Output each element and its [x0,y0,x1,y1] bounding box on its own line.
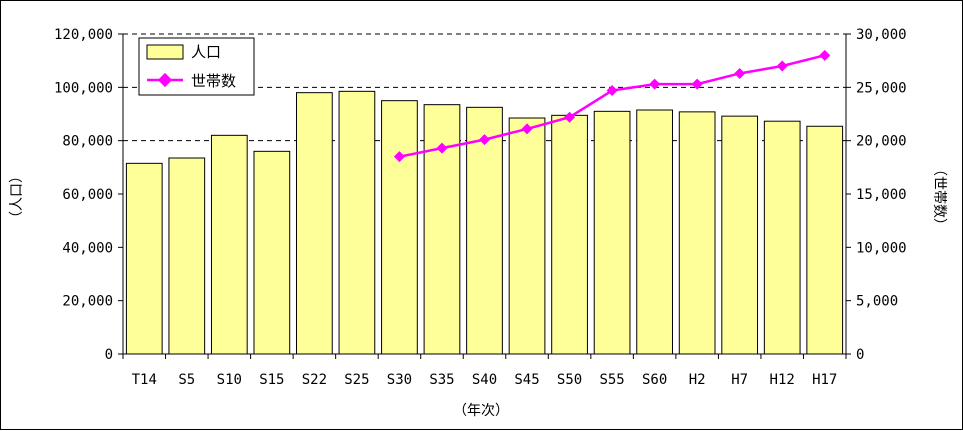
bar-S35 [423,104,461,355]
households-point-H2 [691,78,703,90]
bar-S40 [466,106,503,355]
households-point-H12 [776,60,788,72]
bar-S10 [210,134,248,355]
y-left-tick-label: 80,000 [62,134,113,150]
population-bars [125,90,844,355]
households-point-S45 [521,123,533,135]
households-line [393,49,831,163]
bar-H7 [721,115,759,355]
bar-T14 [125,162,163,355]
bar-S55 [593,110,631,355]
households-point-S60 [649,78,661,90]
y-right-axis-title: （世帯数） [931,162,947,232]
y-left-tick-label: 120,000 [54,27,113,43]
x-tick-label: T14 [132,372,157,388]
bar-H2 [678,111,716,355]
households-point-H17 [819,49,831,61]
x-tick-label: H17 [812,372,837,388]
x-tick-label: S45 [514,372,539,388]
x-tick-label: H12 [770,372,795,388]
x-tick-label: S35 [429,372,454,388]
y-right-tick-label: 30,000 [856,27,907,43]
bar-S5 [168,157,206,355]
y-left-tick-label: 40,000 [62,240,113,256]
x-tick-label: S25 [344,372,369,388]
legend-households-label: 世帯数 [191,72,236,90]
y-left-tick-label: 100,000 [54,80,113,96]
x-tick-label: S30 [387,372,412,388]
y-right-tick-label: 25,000 [856,80,907,96]
bar-H12 [763,120,801,355]
households-point-S40 [479,134,490,146]
households-point-S30 [393,151,405,163]
y-right-tick-label: 15,000 [856,187,907,203]
x-axis-title: （年次） [453,403,509,419]
bar-H17 [806,125,844,355]
legend-bar-swatch [146,44,184,60]
x-tick-label: S55 [599,372,624,388]
y-right-tick-label: 5,000 [856,294,898,310]
households-point-S35 [436,142,448,154]
bar-S60 [636,109,673,355]
households-point-S50 [564,111,576,123]
x-tick-label: S15 [259,372,284,388]
households-point-S55 [606,85,618,97]
households-point-H7 [734,67,746,79]
x-tick-label: H2 [689,372,706,388]
x-tick-label: S50 [557,372,582,388]
bar-S15 [253,150,291,355]
x-tick-label: S10 [217,372,242,388]
y-left-tick-label: 20,000 [62,294,113,310]
bar-S25 [338,90,376,355]
x-tick-label: H7 [731,372,748,388]
x-tick-label: S40 [472,372,497,388]
legend: 人口 世帯数 [138,37,255,96]
y-left-tick-label: 0 [105,347,113,363]
y-left-tick-label: 60,000 [62,187,113,203]
x-tick-label: S60 [642,372,667,388]
tick-labels: 0 20,000 40,000 60,000 80,000 100,000 120,000 0… [54,27,907,388]
y-left-axis-title: （人口） [9,169,25,225]
bar-S50 [551,114,588,355]
y-right-tick-label: 10,000 [856,240,907,256]
bar-S30 [381,100,418,355]
x-tick-label: S22 [302,372,327,388]
bar-S22 [296,92,333,355]
y-right-tick-label: 0 [856,347,864,363]
x-tick-label: S5 [178,372,195,388]
bar-S45 [508,117,546,355]
axes [118,33,851,359]
y-right-tick-label: 20,000 [856,134,907,150]
legend-population-label: 人口 [191,43,221,61]
